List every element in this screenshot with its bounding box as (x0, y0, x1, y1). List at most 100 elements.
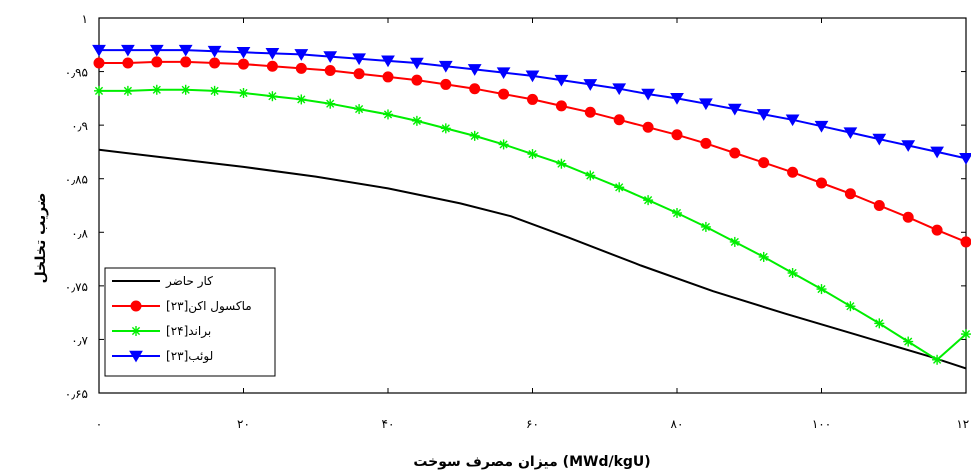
data-point (151, 56, 163, 68)
legend-label: براند[۲۴] (166, 324, 211, 339)
x-tick-label: ۴۰ (382, 417, 395, 431)
legend-label: لوئب[۲۳] (166, 349, 213, 364)
y-tick-label: ۰٫۸۵ (65, 173, 88, 187)
legend-label: کار حاضر (165, 274, 213, 289)
data-point (354, 104, 365, 115)
legend: کار حاضر ماکسول اکن[۲۳] براند[۲۴] لوئب[۲۳] (104, 267, 276, 377)
legend-label: ماکسول اکن[۲۳] (166, 299, 252, 314)
data-point (932, 354, 943, 365)
x-tick-label: ۰ (96, 417, 102, 431)
data-point (209, 57, 221, 69)
x-tick-label: ۸۰ (671, 417, 684, 431)
data-point (180, 84, 191, 95)
data-point (699, 98, 713, 111)
data-point (209, 85, 220, 96)
data-point (352, 53, 366, 66)
data-point (903, 336, 914, 347)
data-point (729, 236, 740, 247)
data-point (238, 58, 249, 70)
data-point (641, 88, 655, 101)
legend-item: کار حاضر (112, 274, 213, 289)
data-point (440, 123, 451, 134)
series-line (98, 148, 967, 370)
series-1 (98, 148, 967, 370)
data-point (643, 195, 654, 206)
data-point (149, 44, 164, 57)
data-point (527, 149, 538, 160)
data-point (92, 44, 106, 57)
y-tick-label: ۰٫۸ (71, 226, 88, 240)
data-point (642, 121, 654, 133)
data-point (758, 157, 770, 169)
data-point (960, 236, 971, 248)
data-point (902, 211, 914, 223)
data-point (527, 93, 538, 105)
data-point (930, 146, 944, 159)
data-point (556, 158, 567, 169)
data-point (295, 62, 307, 74)
data-point (122, 85, 133, 96)
series-4 (92, 44, 971, 165)
y-tick-label: ۰٫۷۵ (65, 280, 88, 294)
data-point (411, 74, 423, 86)
series-2 (93, 56, 971, 248)
data-point (236, 46, 251, 59)
data-point (700, 221, 711, 232)
data-point (525, 70, 540, 83)
data-point (614, 182, 625, 193)
data-point (498, 88, 510, 100)
data-point (843, 127, 858, 140)
data-point (874, 318, 885, 329)
data-point (498, 139, 509, 150)
axes: ۰ ۲۰ ۴۰ ۶۰ ۸۰ ۱۰۰ ۱۲۰ ۰٫۶۵ ۰٫۷ ۰٫۷۵ ۰٫۸ ۰٫۸۵ ۰٫۹ ۰٫۹۵… (65, 12, 971, 431)
data-point (845, 301, 856, 312)
data-point (296, 94, 307, 105)
data-point (207, 45, 222, 58)
legend-box (104, 267, 276, 377)
data-point (816, 177, 827, 189)
data-point (961, 329, 971, 340)
legend-item: براند[۲۴] (112, 324, 211, 339)
data-point (121, 44, 135, 57)
data-point (440, 78, 452, 90)
y-tick-label: ۰٫۹ (71, 119, 88, 133)
data-point (671, 129, 683, 141)
x-tick-label: ۱۰۰ (812, 417, 831, 431)
y-tick-label: ۱ (82, 12, 88, 26)
data-point (814, 120, 829, 133)
x-tick-label: ۶۰ (526, 417, 539, 431)
x-axis-title: میزان مصرف سوخت (MWd/kgU) (413, 454, 650, 470)
data-point (873, 200, 885, 211)
y-tick-label: ۰٫۹۵ (65, 66, 88, 80)
data-point (381, 55, 395, 68)
data-point (411, 115, 422, 126)
data-point (323, 51, 338, 63)
data-point (324, 65, 336, 76)
data-point (353, 68, 365, 80)
y-axis-title: ضریب تخلخل (33, 193, 49, 284)
data-point (672, 208, 682, 218)
data-point (178, 44, 193, 57)
data-point (94, 85, 104, 96)
data-point (410, 57, 424, 70)
data-point (267, 91, 278, 102)
data-point (872, 133, 887, 146)
data-point (844, 188, 856, 200)
data-point (93, 57, 105, 69)
data-point (612, 83, 627, 96)
data-point (238, 88, 249, 98)
data-point (729, 147, 741, 159)
data-point (901, 140, 916, 152)
legend-marker (129, 350, 143, 363)
data-point (122, 57, 134, 69)
data-point (554, 74, 569, 87)
data-point (585, 170, 596, 181)
data-point (469, 130, 480, 141)
data-point (758, 251, 769, 262)
data-point (467, 64, 482, 76)
data-point (383, 109, 393, 120)
data-point (670, 93, 684, 105)
data-point (382, 71, 394, 83)
data-point (727, 103, 742, 116)
